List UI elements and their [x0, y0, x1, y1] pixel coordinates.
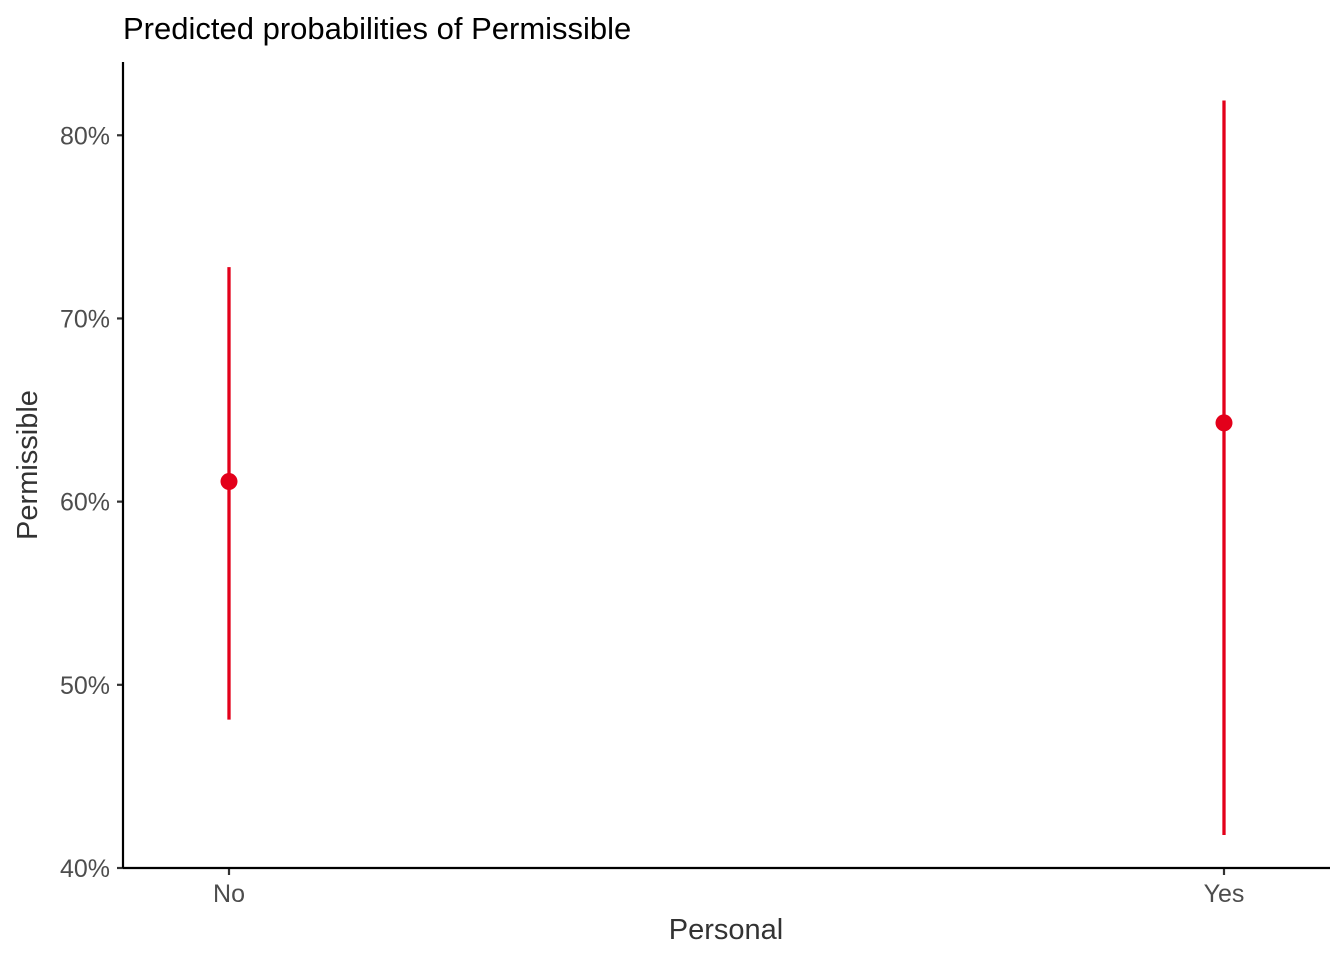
chart-marks [220, 100, 1233, 836]
y-axis-title: Permissible [12, 390, 44, 540]
x-tick-label: No [213, 880, 245, 908]
y-axis-ticks: 40% 50% 60% 70% 80% [60, 122, 123, 883]
x-axis-ticks: No Yes [213, 868, 1244, 908]
y-tick-label: 80% [60, 122, 110, 150]
x-axis-title: Personal [669, 914, 783, 946]
data-point [220, 472, 238, 490]
y-tick-label: 70% [60, 305, 110, 333]
chart-title: Predicted probabilities of Permissible [123, 11, 631, 46]
y-tick-label: 50% [60, 672, 110, 700]
data-point [1215, 414, 1233, 432]
x-tick-label: Yes [1204, 880, 1245, 908]
y-tick-label: 60% [60, 489, 110, 517]
y-tick-label: 40% [60, 855, 110, 883]
